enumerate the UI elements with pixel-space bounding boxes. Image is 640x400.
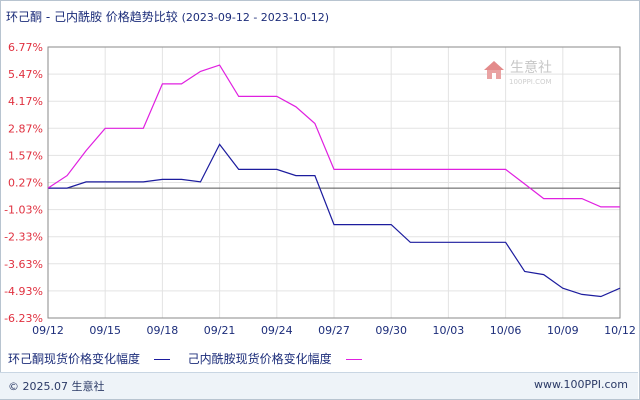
chart-title-row: 环己酮 - 己内酰胺 价格趋势比较 (2023-09-12 - 2023-10-… — [6, 8, 329, 26]
chart-date-range: (2023-09-12 - 2023-10-12) — [181, 11, 330, 24]
series-line-1 — [48, 143, 621, 298]
x-tick-label-1: 09/15 — [89, 324, 121, 337]
x-tick-label-7: 10/03 — [433, 324, 465, 337]
house-logo-icon — [484, 61, 504, 79]
legend-label-series-1: 环己酮现货价格变化幅度 — [8, 352, 141, 366]
y-tick-label-7: -2.33% — [4, 231, 43, 244]
watermark-url: 100PPI.COM — [509, 78, 552, 86]
x-tick-label-3: 09/21 — [204, 324, 236, 337]
footer-copyright: © 2025.07 生意社 — [8, 380, 105, 393]
y-tick-label-0: 6.77% — [8, 41, 43, 54]
x-axis-ticks: 09/12 09/15 09/18 09/21 09/24 09/27 09/30 10/03… — [32, 324, 636, 337]
chart-title: 环己酮 - 己内酰胺 价格趋势比较 — [6, 10, 178, 24]
x-tick-label-0: 09/12 — [32, 324, 64, 337]
y-tick-label-6: -1.03% — [4, 204, 43, 217]
chart-series-lines — [47, 64, 621, 298]
x-tick-label-8: 10/06 — [490, 324, 522, 337]
x-tick-label-2: 09/18 — [147, 324, 179, 337]
y-tick-label-5: 0.27% — [8, 177, 43, 190]
y-tick-label-10: -6.23% — [4, 312, 43, 325]
legend-swatch-series-2 — [345, 359, 362, 360]
x-tick-label-5: 09/27 — [318, 324, 350, 337]
watermark-brand: 生意社 — [510, 59, 552, 76]
y-tick-label-9: -4.93% — [4, 285, 43, 298]
plot-area-border — [47, 46, 621, 319]
y-tick-label-4: 1.57% — [8, 149, 43, 162]
chart-legend: 环己酮现货价格变化幅度 己内酰胺现货价格变化幅度 — [8, 350, 376, 368]
series-line-2 — [47, 64, 620, 208]
y-axis-ticks: 6.77% 5.47% 4.17% 2.87% 1.57% 0.27% -1.03% -2.3… — [4, 41, 43, 325]
x-tick-label-10: 10/12 — [604, 324, 636, 337]
legend-label-series-2: 己内酰胺现货价格变化幅度 — [187, 352, 332, 366]
y-tick-label-8: -3.63% — [4, 258, 43, 271]
watermark-logo: 生意社 100PPI.COM — [484, 59, 552, 86]
legend-swatch-series-1 — [153, 359, 170, 360]
footer-bar: © 2025.07 生意社 www.100PPI.com — [0, 372, 638, 399]
x-tick-label-4: 09/24 — [261, 324, 293, 337]
y-tick-label-2: 4.17% — [8, 95, 43, 108]
y-tick-label-1: 5.47% — [8, 68, 43, 81]
footer-site-link[interactable]: www.100PPI.com — [534, 378, 628, 391]
x-tick-label-6: 09/30 — [375, 324, 407, 337]
chart-axes — [47, 46, 621, 319]
price-trend-chart: 生意社 100PPI.COM 6.77% 5.47% 4.17% 2.87% 1.57%… — [4, 41, 636, 337]
x-tick-label-9: 10/09 — [547, 324, 579, 337]
y-tick-label-3: 2.87% — [8, 122, 43, 135]
